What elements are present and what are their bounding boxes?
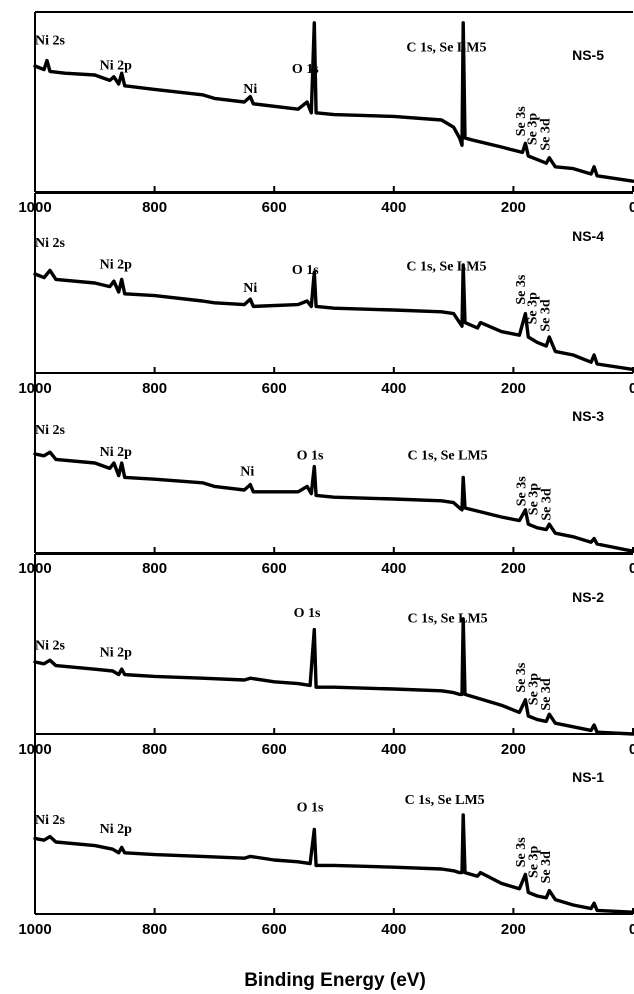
peak-label: C 1s, Se LM5 bbox=[406, 41, 486, 56]
peak-label: Ni 2p bbox=[100, 646, 133, 661]
peak-label: Se 3d bbox=[538, 118, 553, 151]
x-tick-label: 600 bbox=[262, 380, 287, 397]
x-tick-label: 400 bbox=[381, 199, 406, 216]
x-tick-label: 600 bbox=[262, 741, 287, 758]
peak-label: Ni bbox=[243, 281, 257, 296]
sample-label: NS-5 bbox=[572, 47, 604, 63]
peak-label: O 1s bbox=[292, 62, 319, 77]
peak-label: Se 3d bbox=[540, 488, 555, 521]
sample-label: NS-1 bbox=[572, 769, 604, 785]
x-tick-label: 200 bbox=[501, 921, 526, 938]
peak-label: Se 3d bbox=[538, 299, 553, 332]
x-axis-label: Binding Energy (eV) bbox=[244, 970, 426, 991]
peak-label: O 1s bbox=[297, 800, 324, 815]
peak-label: O 1s bbox=[294, 606, 321, 621]
peak-label: Ni bbox=[240, 465, 254, 480]
peak-label: Ni 2p bbox=[100, 822, 133, 837]
peak-label: Ni 2s bbox=[35, 236, 66, 251]
peak-label: C 1s, Se LM5 bbox=[406, 259, 486, 274]
x-tick-label: 200 bbox=[501, 199, 526, 216]
peak-label: C 1s, Se LM5 bbox=[405, 793, 485, 808]
spectrum-line-ns-3 bbox=[33, 450, 634, 553]
peak-label: Se 3d bbox=[539, 851, 554, 884]
sample-label: NS-3 bbox=[572, 408, 604, 424]
x-tick-label: 0 bbox=[629, 921, 634, 938]
peak-label: C 1s, Se LM5 bbox=[408, 448, 488, 463]
x-tick-label: 800 bbox=[142, 560, 167, 577]
panels-layer: 1000 800 600 400 200 0 NS-5 Ni 2s Ni 2p Ni O 1s C 1… bbox=[18, 11, 634, 938]
x-tick-label: 600 bbox=[262, 921, 287, 938]
sample-label: NS-2 bbox=[572, 589, 604, 605]
panel-ns-2: 1000 800 600 400 200 0NS-2Ni 2s Ni 2pO 1s C 1s,… bbox=[18, 553, 634, 758]
x-tick-label: 600 bbox=[262, 560, 287, 577]
x-tick-label: 800 bbox=[142, 199, 167, 216]
x-tick-label: 0 bbox=[629, 380, 634, 397]
spectrum-line-ns-2 bbox=[33, 617, 634, 736]
peak-label: Se 3s bbox=[514, 837, 529, 868]
peak-label: Ni 2p bbox=[100, 258, 133, 273]
peak-label: Se 3s bbox=[514, 662, 529, 693]
sample-label: NS-4 bbox=[572, 228, 604, 244]
panel-ns-1: 1000 800 600 400 200 0 NS-1 Ni 2s Ni 2p O 1s C 1s,… bbox=[18, 733, 634, 938]
peak-label: Ni bbox=[243, 82, 257, 97]
x-tick-label: 1000 bbox=[18, 921, 51, 938]
peak-label: Ni 2s bbox=[35, 423, 66, 438]
spectrum-line-ns-5 bbox=[33, 21, 634, 183]
x-tick-label: 800 bbox=[142, 921, 167, 938]
spectrum-line-ns-4 bbox=[33, 263, 634, 372]
peak-label: Ni 2s bbox=[35, 638, 66, 653]
spectrum-line-ns-1 bbox=[33, 813, 634, 914]
peak-label: C 1s, Se LM5 bbox=[408, 611, 488, 626]
peak-label: Ni 2p bbox=[100, 445, 133, 460]
x-tick-label: 800 bbox=[142, 741, 167, 758]
peak-label: Se 3s bbox=[514, 274, 529, 305]
peak-label: O 1s bbox=[292, 263, 319, 278]
x-tick-label: 200 bbox=[501, 380, 526, 397]
x-tick-label: 400 bbox=[381, 921, 406, 938]
peak-label: Se 3s bbox=[514, 476, 529, 507]
x-tick-label: 200 bbox=[501, 741, 526, 758]
x-tick-label: 400 bbox=[381, 560, 406, 577]
x-tick-label: 600 bbox=[262, 199, 287, 216]
x-tick-label: 0 bbox=[629, 199, 634, 216]
x-tick-label: 0 bbox=[629, 741, 634, 758]
peak-label: Se 3p bbox=[526, 673, 541, 706]
x-tick-label: 400 bbox=[381, 741, 406, 758]
peak-label: Se 3p bbox=[526, 483, 541, 516]
peak-label: Ni 2s bbox=[35, 33, 66, 48]
x-tick-label: 400 bbox=[381, 380, 406, 397]
peak-label: Se 3d bbox=[539, 678, 554, 711]
peak-label: Ni 2p bbox=[100, 59, 133, 74]
peak-label: Se 3p bbox=[526, 113, 541, 146]
peak-label: O 1s bbox=[297, 448, 324, 463]
peak-label: Ni 2s bbox=[35, 813, 66, 828]
peak-label: Se 3p bbox=[526, 845, 541, 878]
x-tick-label: 0 bbox=[629, 560, 634, 577]
peak-label: Se 3s bbox=[514, 106, 529, 137]
peak-label: Se 3p bbox=[526, 292, 541, 325]
x-tick-label: 800 bbox=[142, 380, 167, 397]
x-tick-label: 200 bbox=[501, 560, 526, 577]
